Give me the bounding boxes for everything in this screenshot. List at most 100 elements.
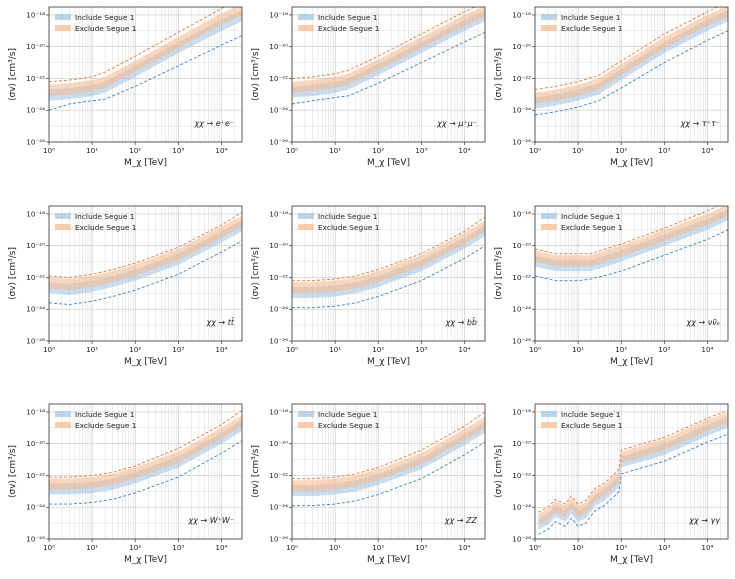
dashed-line-exclude-segue1 bbox=[535, 206, 719, 255]
dashed-line-include-segue1 bbox=[538, 433, 728, 535]
data-layer bbox=[49, 211, 242, 305]
y-tick-label: 10⁻¹⁸ bbox=[269, 209, 288, 218]
legend-label-include: Include Segue 1 bbox=[75, 410, 135, 419]
y-tick-label: 10⁻²⁰ bbox=[26, 439, 45, 448]
dashed-line-exclude-segue1 bbox=[49, 7, 226, 83]
y-axis-label: ⟨σv⟩ [cm³/s] bbox=[494, 247, 504, 300]
x-tick-label: 10³ bbox=[172, 146, 184, 155]
legend-swatch-exclude bbox=[298, 25, 314, 31]
dashed-line-include-segue1 bbox=[292, 32, 485, 105]
x-tick-label: 10⁰ bbox=[529, 146, 541, 155]
legend-swatch-exclude bbox=[541, 422, 557, 428]
dashed-line-include-segue1 bbox=[292, 245, 485, 309]
x-tick-label: 10⁰ bbox=[43, 345, 55, 354]
axes-frame bbox=[291, 6, 486, 143]
y-tick-label: 10⁻²⁶ bbox=[269, 535, 288, 544]
legend-swatch-include bbox=[55, 213, 71, 219]
y-tick-label: 10⁻¹⁸ bbox=[26, 209, 45, 218]
legend-swatch-include bbox=[55, 14, 71, 20]
x-tick-label: 10¹ bbox=[572, 543, 584, 552]
y-axis-label: ⟨σv⟩ [cm³/s] bbox=[251, 445, 261, 498]
data-layer bbox=[292, 411, 485, 507]
x-axis-label: M_χ [TeV] bbox=[367, 357, 410, 367]
x-tick-label: 10¹ bbox=[572, 345, 584, 354]
dashed-line-include-segue1 bbox=[292, 441, 485, 507]
x-tick-label: 10³ bbox=[172, 345, 184, 354]
y-tick-label: 10⁻²⁰ bbox=[512, 241, 531, 250]
channel-label: χχ → ZZ bbox=[444, 516, 478, 525]
y-axis-label: ⟨σv⟩ [cm³/s] bbox=[251, 247, 261, 300]
x-tick-label: 10³ bbox=[415, 146, 427, 155]
x-tick-label: 10¹ bbox=[572, 146, 584, 155]
x-tick-label: 10³ bbox=[658, 146, 670, 155]
x-tick-label: 10³ bbox=[658, 345, 670, 354]
y-tick-label: 10⁻¹⁸ bbox=[26, 10, 45, 19]
y-tick-label: 10⁻²² bbox=[269, 471, 288, 480]
x-tick-label: 10⁰ bbox=[43, 543, 55, 552]
data-layer bbox=[292, 216, 485, 309]
chart-panel: 10⁰ 10¹ 10² 10³ 10⁴ 10⁻²⁶ 10⁻²⁴ 10⁻²² 10⁻²⁰ 10⁻¹⁸… bbox=[494, 403, 729, 565]
y-tick-label: 10⁻²⁶ bbox=[512, 138, 531, 147]
legend-swatch-exclude bbox=[298, 422, 314, 428]
grid bbox=[49, 206, 242, 341]
legend-swatch-include bbox=[55, 411, 71, 417]
legend-label-include: Include Segue 1 bbox=[561, 212, 621, 221]
channel-label: χχ → νν̄ₑ bbox=[685, 318, 720, 327]
y-tick-label: 10⁻¹⁸ bbox=[26, 407, 45, 416]
legend-swatch-exclude bbox=[55, 422, 71, 428]
legend-swatch-exclude bbox=[55, 25, 71, 31]
legend-swatch-exclude bbox=[541, 25, 557, 31]
y-tick-label: 10⁻²² bbox=[512, 273, 531, 282]
x-tick-label: 10¹ bbox=[86, 345, 98, 354]
x-tick-label: 10² bbox=[615, 543, 627, 552]
y-axis-label: ⟨σv⟩ [cm³/s] bbox=[8, 445, 18, 498]
y-tick-label: 10⁻²⁴ bbox=[269, 106, 288, 115]
band-exclude-segue1 bbox=[535, 206, 728, 267]
y-tick-label: 10⁻²⁶ bbox=[269, 337, 288, 346]
y-tick-label: 10⁻²⁴ bbox=[512, 106, 531, 115]
x-tick-label: 10² bbox=[372, 345, 384, 354]
data-layer bbox=[49, 409, 242, 505]
y-tick-label: 10⁻²⁴ bbox=[269, 305, 288, 314]
dashed-line-exclude-segue1 bbox=[538, 409, 728, 513]
y-axis-label: ⟨σv⟩ [cm³/s] bbox=[494, 445, 504, 498]
x-tick-label: 10⁴ bbox=[701, 345, 713, 354]
band-exclude-segue1 bbox=[535, 7, 728, 104]
axes-frame bbox=[48, 403, 243, 540]
legend-label-include: Include Segue 1 bbox=[318, 212, 378, 221]
legend-swatch-exclude bbox=[298, 224, 314, 230]
legend-label-include: Include Segue 1 bbox=[318, 410, 378, 419]
y-tick-label: 10⁻²⁴ bbox=[269, 503, 288, 512]
y-tick-label: 10⁻²⁰ bbox=[512, 439, 531, 448]
legend-label-exclude: Exclude Segue 1 bbox=[318, 421, 380, 430]
y-tick-label: 10⁻¹⁸ bbox=[512, 407, 531, 416]
chart-panel: 10⁰ 10¹ 10² 10³ 10⁴ 10⁻²⁶ 10⁻²⁴ 10⁻²² 10⁻²⁰ 10⁻¹⁸… bbox=[251, 205, 486, 367]
y-tick-label: 10⁻²⁰ bbox=[26, 241, 45, 250]
legend-label-exclude: Exclude Segue 1 bbox=[75, 223, 137, 232]
y-tick-label: 10⁻²² bbox=[269, 74, 288, 83]
y-tick-label: 10⁻²⁶ bbox=[269, 138, 288, 147]
axes-frame bbox=[291, 403, 486, 540]
y-tick-label: 10⁻²⁰ bbox=[512, 42, 531, 51]
x-tick-label: 10³ bbox=[415, 543, 427, 552]
legend-label-include: Include Segue 1 bbox=[75, 212, 135, 221]
chart-panel: 10⁰ 10¹ 10² 10³ 10⁴ 10⁻²⁶ 10⁻²⁴ 10⁻²² 10⁻²⁰ 10⁻¹⁸… bbox=[494, 6, 729, 168]
y-tick-label: 10⁻²² bbox=[26, 74, 45, 83]
data-layer bbox=[49, 7, 242, 111]
band-exclude-segue1 bbox=[292, 416, 485, 492]
x-tick-label: 10¹ bbox=[86, 146, 98, 155]
x-tick-label: 10⁴ bbox=[215, 146, 227, 155]
chart-panel: 10⁰ 10¹ 10² 10³ 10⁴ 10⁻²⁶ 10⁻²⁴ 10⁻²² 10⁻²⁰ 10⁻¹⁸… bbox=[251, 403, 486, 565]
x-tick-label: 10³ bbox=[172, 543, 184, 552]
x-tick-label: 10¹ bbox=[86, 543, 98, 552]
channel-label: χχ → W⁺W⁻ bbox=[187, 516, 234, 525]
y-tick-label: 10⁻¹⁸ bbox=[269, 10, 288, 19]
y-tick-label: 10⁻²⁴ bbox=[26, 503, 45, 512]
data-layer bbox=[535, 206, 728, 282]
x-tick-label: 10⁰ bbox=[529, 543, 541, 552]
x-tick-label: 10⁰ bbox=[286, 345, 298, 354]
x-axis-label: M_χ [TeV] bbox=[367, 158, 410, 168]
x-tick-label: 10² bbox=[129, 543, 141, 552]
axes-frame bbox=[534, 205, 729, 342]
